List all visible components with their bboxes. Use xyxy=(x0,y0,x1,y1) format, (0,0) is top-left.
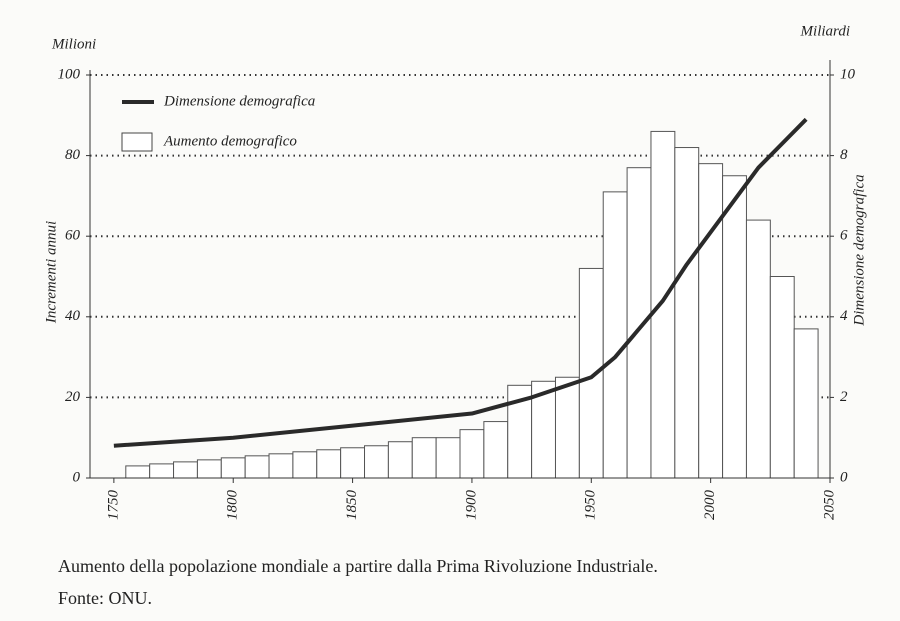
bar xyxy=(626,167,652,479)
bar xyxy=(196,459,222,479)
bar xyxy=(149,463,175,479)
legend-label: Aumento demografico xyxy=(163,133,297,149)
y-unit-label: Milioni xyxy=(51,36,96,52)
bar xyxy=(173,461,198,479)
y-axis-title: Incrementi annui xyxy=(43,221,59,324)
bar xyxy=(745,219,771,479)
y-tick-label: 60 xyxy=(65,228,81,244)
y-tick-label: 40 xyxy=(65,308,81,324)
bar xyxy=(650,130,676,479)
x-tick-label: 1900 xyxy=(463,490,479,521)
y2-axis-title: Dimensione demografica xyxy=(851,174,867,326)
bar xyxy=(244,455,270,479)
bar xyxy=(674,147,700,479)
bar xyxy=(387,441,413,479)
y2-tick-label: 6 xyxy=(840,228,848,244)
y2-tick-label: 8 xyxy=(840,147,848,163)
bar xyxy=(459,429,485,479)
y-tick-label: 0 xyxy=(73,469,81,485)
line xyxy=(113,117,808,448)
x-tick-label: 1850 xyxy=(344,490,360,521)
bar xyxy=(220,457,246,479)
legend-label: Dimensione demografica xyxy=(163,93,315,109)
bar xyxy=(793,328,819,479)
y2-unit-label: Miliardi xyxy=(800,23,850,39)
bar xyxy=(483,421,509,479)
y2-tick-label: 4 xyxy=(840,308,848,324)
bar xyxy=(435,437,461,479)
y-tick-label: 100 xyxy=(58,66,81,82)
bar xyxy=(722,175,747,479)
y-tick-label: 80 xyxy=(65,147,81,163)
bar xyxy=(292,451,318,479)
bar xyxy=(268,453,294,479)
bar xyxy=(340,447,366,479)
x-tick-label: 1800 xyxy=(225,490,241,521)
bar xyxy=(125,465,151,479)
x-tick-label: 1950 xyxy=(583,490,599,521)
bar xyxy=(602,191,628,479)
y2-tick-label: 10 xyxy=(840,66,856,82)
bar xyxy=(316,449,342,479)
legend-swatch xyxy=(121,132,153,152)
chart: Milioni Miliardi Incrementi annui Dimens… xyxy=(43,23,867,521)
caption: Aumento della popolazione mondiale a par… xyxy=(58,556,658,576)
bar xyxy=(578,267,604,479)
source: Fonte: ONU. xyxy=(58,588,152,608)
bar xyxy=(554,376,580,479)
bar xyxy=(769,276,795,479)
x-tick-label: 2050 xyxy=(821,490,837,521)
bar xyxy=(698,163,724,479)
bar xyxy=(411,437,437,479)
x-tick-label: 2000 xyxy=(702,490,718,521)
bar xyxy=(364,445,389,479)
x-tick-label: 1750 xyxy=(105,490,121,521)
y2-tick-label: 2 xyxy=(840,389,848,405)
y2-tick-label: 0 xyxy=(840,469,848,485)
y-tick-label: 20 xyxy=(65,389,81,405)
